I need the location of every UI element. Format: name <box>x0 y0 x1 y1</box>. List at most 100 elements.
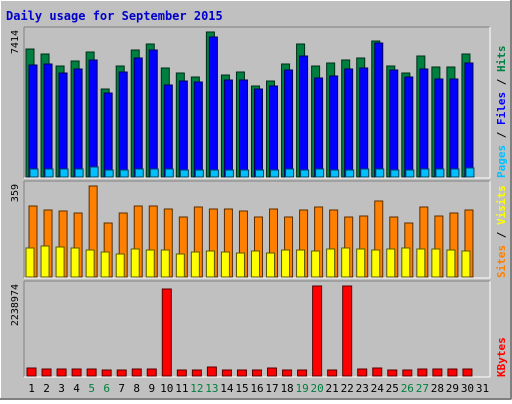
panel-3-max-label: 2238974 <box>10 284 21 326</box>
sites-bar-day-22 <box>341 247 351 278</box>
sites-bar-day-2 <box>40 245 50 278</box>
sites-bar-day-11 <box>175 253 185 278</box>
sites-bar-day-29 <box>446 249 456 278</box>
sites-bar-day-3 <box>55 246 65 278</box>
sites-bar-day-21 <box>326 248 336 278</box>
sites-bar-day-28 <box>431 248 441 278</box>
side-label-sites: Sites <box>495 245 508 278</box>
panel-1-max-label: 7414 <box>10 30 21 54</box>
kbytes-bar-day-26 <box>402 369 413 377</box>
side-label-separator: / <box>495 125 508 145</box>
kbytes-bar-day-1 <box>26 367 37 377</box>
files-bar-day-22 <box>344 68 354 178</box>
day-label-9: 9 <box>148 382 155 395</box>
kbytes-bar-day-21 <box>327 369 338 377</box>
side-label-hits: Hits <box>495 46 508 73</box>
sites-bar-day-5 <box>85 249 95 278</box>
kbytes-bar-day-25 <box>387 369 398 377</box>
kbytes-bar-day-18 <box>282 369 293 377</box>
pages-bar-day-2 <box>44 168 54 178</box>
day-label-25: 25 <box>386 382 399 395</box>
sites-bar-day-10 <box>160 249 170 278</box>
pages-bar-day-8 <box>134 168 144 178</box>
kbytes-bar-day-7 <box>116 369 127 377</box>
pages-bar-day-17 <box>270 169 280 178</box>
pages-bar-day-16 <box>254 169 264 178</box>
kbytes-bar-day-12 <box>191 369 202 377</box>
side-label-separator: / <box>495 72 508 92</box>
pages-bar-day-11 <box>179 169 189 178</box>
files-bar-day-3 <box>58 72 68 178</box>
day-label-28: 28 <box>431 382 444 395</box>
kbytes-bar-day-5 <box>86 368 97 377</box>
day-label-2: 2 <box>43 382 50 395</box>
files-bar-day-30 <box>464 62 474 178</box>
files-bar-day-4 <box>73 68 83 178</box>
files-bar-day-19 <box>299 55 309 178</box>
kbytes-bar-day-17 <box>267 367 278 377</box>
side-label-files: Files <box>495 92 508 125</box>
sites-bar-day-12 <box>190 251 200 278</box>
files-bar-day-21 <box>329 75 339 178</box>
kbytes-bar-day-24 <box>372 367 383 377</box>
sites-bar-day-4 <box>70 247 80 278</box>
pages-bar-day-26 <box>405 169 415 178</box>
files-bar-day-2 <box>43 63 53 178</box>
sites-bar-day-25 <box>386 248 396 278</box>
sites-bar-day-23 <box>356 248 366 278</box>
pages-bar-day-18 <box>285 168 295 178</box>
day-label-27: 27 <box>416 382 429 395</box>
day-label-20: 20 <box>311 382 324 395</box>
sites-bar-day-18 <box>281 249 291 278</box>
sites-bar-day-19 <box>296 249 306 278</box>
kbytes-bar-day-15 <box>236 369 247 377</box>
sites-bar-day-8 <box>130 248 140 278</box>
day-label-13: 13 <box>205 382 218 395</box>
pages-bar-day-5 <box>89 166 99 178</box>
side-label-visits: Visits <box>495 185 508 225</box>
kbytes-bar-day-9 <box>146 368 157 377</box>
files-bar-day-27 <box>419 68 429 178</box>
kbytes-bar-day-27 <box>417 368 428 377</box>
pages-bar-day-25 <box>390 169 400 178</box>
pages-bar-day-29 <box>450 168 460 178</box>
sites-bar-day-26 <box>401 247 411 278</box>
day-label-1: 1 <box>28 382 35 395</box>
kbytes-bar-day-8 <box>131 368 142 377</box>
sites-bar-day-9 <box>145 249 155 278</box>
files-bar-day-6 <box>103 92 113 178</box>
panel-1-side-label: Pages / Files / Hits <box>495 46 508 179</box>
files-bar-day-15 <box>238 79 248 178</box>
pages-bar-day-4 <box>74 168 84 178</box>
day-label-6: 6 <box>103 382 110 395</box>
day-label-16: 16 <box>250 382 263 395</box>
pages-bar-day-22 <box>345 169 355 178</box>
day-label-11: 11 <box>175 382 188 395</box>
panel-3-background <box>24 281 490 377</box>
kbytes-bar-day-13 <box>206 366 217 377</box>
day-label-18: 18 <box>280 382 293 395</box>
day-label-26: 26 <box>401 382 414 395</box>
day-label-3: 3 <box>58 382 65 395</box>
files-bar-day-10 <box>163 84 173 178</box>
pages-bar-day-28 <box>435 168 445 178</box>
day-label-30: 30 <box>461 382 474 395</box>
day-label-23: 23 <box>356 382 369 395</box>
pages-bar-day-6 <box>104 169 114 178</box>
files-bar-day-11 <box>178 80 188 178</box>
day-label-19: 19 <box>295 382 308 395</box>
pages-bar-day-13 <box>209 169 219 178</box>
sites-bar-day-17 <box>266 252 276 278</box>
files-bar-day-8 <box>133 57 143 178</box>
files-bar-day-28 <box>434 78 444 178</box>
day-label-15: 15 <box>235 382 248 395</box>
day-label-22: 22 <box>341 382 354 395</box>
panel-3-side-label: KBytes <box>495 337 508 377</box>
side-label-pages: Pages <box>495 145 508 178</box>
kbytes-bar-day-4 <box>71 368 82 377</box>
kbytes-bar-day-19 <box>297 369 308 377</box>
files-bar-day-17 <box>269 85 279 178</box>
pages-bar-day-24 <box>375 168 385 178</box>
